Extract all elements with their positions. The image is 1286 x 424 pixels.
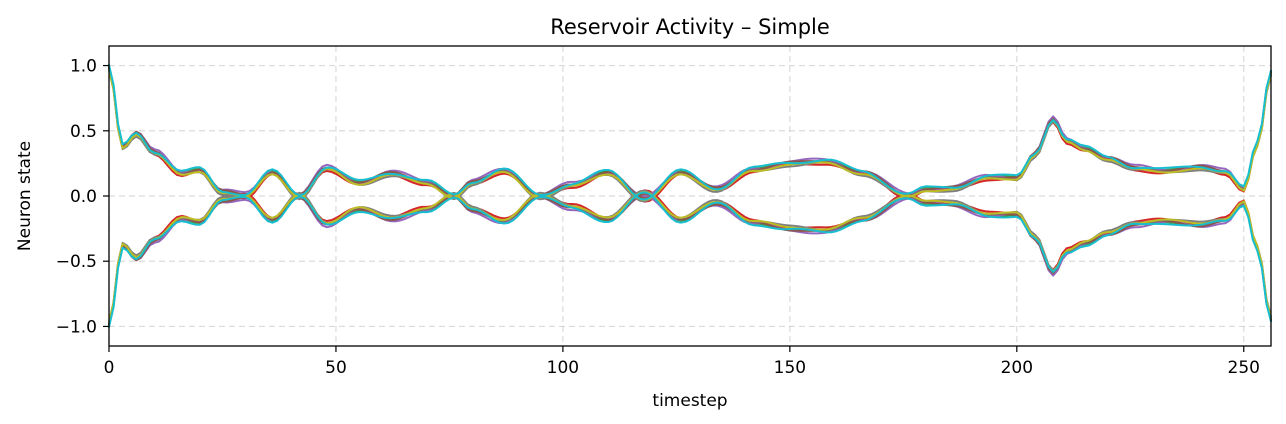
x-tick-label: 50	[325, 358, 347, 378]
x-tick-label: 250	[1228, 358, 1260, 378]
y-axis: 1.0 0.5 0.0 −0.5 −1.0	[56, 57, 109, 337]
y-tick-label: 0.5	[70, 122, 97, 142]
x-axis-label: timestep	[652, 391, 727, 411]
y-axis-label: Neuron state	[15, 141, 35, 251]
x-tick-label: 100	[547, 358, 579, 378]
x-tick-label: 150	[774, 358, 806, 378]
y-tick-label: 1.0	[70, 57, 97, 77]
series-line-upper	[108, 63, 1272, 201]
series-group	[108, 63, 1272, 329]
series-line-lower	[108, 191, 1272, 324]
y-tick-label: −1.0	[56, 317, 97, 337]
grid	[108, 46, 1271, 346]
chart-title: Reservoir Activity – Simple	[550, 15, 830, 39]
y-tick-label: 0.0	[70, 187, 97, 207]
x-tick-label: 200	[1001, 358, 1033, 378]
y-tick-label: −0.5	[56, 252, 97, 272]
x-axis: 0 50 100 150 200 250	[104, 346, 1260, 378]
series-line-lower	[108, 191, 1272, 329]
x-tick-label: 0	[104, 358, 115, 378]
